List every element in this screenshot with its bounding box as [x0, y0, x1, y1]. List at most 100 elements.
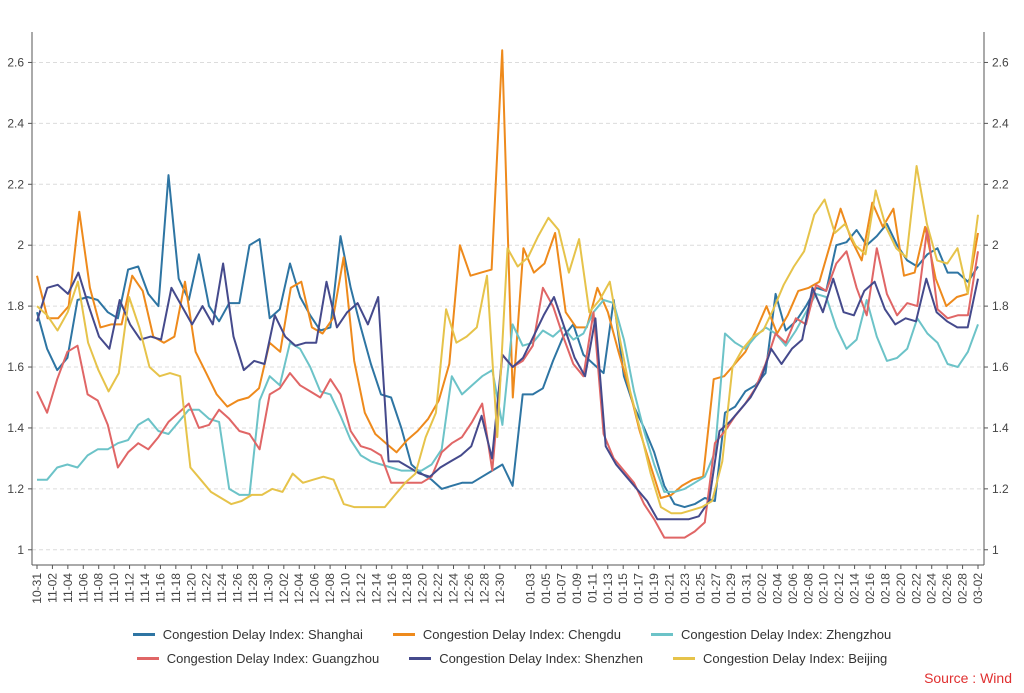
y-tick-label-left: 2.2	[7, 177, 24, 191]
y-tick-label-right: 2.4	[992, 116, 1009, 130]
y-tick-label-left: 2.6	[7, 55, 24, 69]
y-tick-label-left: 1.8	[7, 299, 24, 313]
chart-legend: Congestion Delay Index: Shanghai Congest…	[0, 622, 1024, 670]
x-tick-label: 11-28	[246, 573, 260, 603]
x-tick-label: 11-24	[215, 573, 229, 603]
x-tick-label: 11-02	[45, 573, 59, 603]
y-tick-label-right: 2	[992, 238, 999, 252]
x-tick-label: 11-04	[61, 573, 75, 603]
y-tick-label-left: 1.4	[7, 421, 24, 435]
x-tick-label: 01-13	[601, 573, 615, 604]
x-tick-label: 01-09	[570, 573, 584, 604]
x-tick-label: 12-24	[447, 573, 461, 604]
x-tick-label: 01-21	[662, 573, 676, 604]
x-tick-label: 11-12	[123, 573, 137, 603]
y-axis-left-ticks: 1 1.2 1.4 1.6 1.8 2 2.2 2.4 2.6	[7, 55, 32, 557]
legend-label-guangzhou: Congestion Delay Index: Guangzhou	[166, 650, 380, 666]
x-tick-label: 01-03	[524, 573, 538, 604]
x-tick-label: 10-31	[30, 573, 44, 604]
x-tick-label: 02-02	[755, 573, 769, 604]
legend-label-beijing: Congestion Delay Index: Beijing	[703, 650, 888, 666]
y-tick-label-right: 1.2	[992, 482, 1009, 496]
y-tick-label-left: 1	[17, 543, 24, 557]
x-tick-label: 01-17	[632, 573, 646, 604]
x-tick-label: 02-24	[925, 573, 939, 604]
x-tick-label: 02-22	[909, 573, 923, 604]
legend-swatch-guangzhou	[136, 656, 159, 660]
y-axis-right-ticks: 1 1.2 1.4 1.6 1.8 2 2.2 2.4 2.6	[984, 55, 1009, 557]
x-tick-label: 01-11	[585, 573, 599, 603]
x-tick-label: 12-22	[431, 573, 445, 604]
x-tick-label: 11-14	[138, 573, 152, 603]
x-tick-label: 12-06	[308, 573, 322, 604]
legend-item-shanghai[interactable]: Congestion Delay Index: Shanghai	[132, 627, 363, 642]
y-tick-label-right: 2.2	[992, 177, 1009, 191]
legend-label-chengdu: Congestion Delay Index: Chengdu	[422, 626, 621, 642]
legend-label-shenzhen: Congestion Delay Index: Shenzhen	[439, 650, 643, 666]
x-tick-label: 12-20	[416, 573, 430, 604]
legend-row-1: Congestion Delay Index: Shanghai Congest…	[0, 622, 1024, 646]
x-tick-label: 02-08	[801, 573, 815, 604]
x-tick-label: 11-10	[107, 573, 121, 603]
legend-item-guangzhou[interactable]: Congestion Delay Index: Guangzhou	[136, 650, 380, 666]
x-tick-label: 02-28	[956, 573, 970, 604]
x-tick-label: 02-14	[848, 573, 862, 604]
x-tick-label: 12-14	[369, 573, 383, 604]
x-tick-label: 11-22	[200, 573, 214, 603]
legend-item-chengdu[interactable]: Congestion Delay Index: Chengdu	[392, 626, 621, 642]
x-tick-label: 01-25	[693, 573, 707, 604]
x-tick-label: 01-05	[539, 573, 553, 604]
x-tick-label: 02-04	[770, 573, 784, 604]
legend-swatch-shanghai	[132, 632, 155, 636]
x-tick-label: 11-18	[169, 573, 183, 603]
x-tick-label: 12-10	[339, 573, 353, 604]
series-line-zhengzhou	[37, 292, 979, 496]
y-tick-label-left: 1.6	[7, 360, 24, 374]
y-tick-label-right: 1.4	[992, 421, 1009, 435]
series-line-chengdu	[36, 49, 979, 499]
x-tick-label: 02-10	[817, 573, 831, 604]
x-tick-label: 01-31	[740, 573, 754, 604]
x-tick-label: 02-12	[832, 573, 846, 604]
x-tick-label: 12-16	[385, 573, 399, 604]
x-tick-label: 12-12	[354, 573, 368, 604]
x-tick-label: 12-02	[277, 573, 291, 604]
legend-label-zhengzhou: Congestion Delay Index: Zhengzhou	[680, 626, 892, 642]
x-axis-ticks: 10-31 11-02 11-04 11-06 11-08 11-10 11-12 11-14…	[30, 565, 985, 604]
series-lines	[36, 49, 979, 539]
x-tick-label: 12-08	[323, 573, 337, 604]
x-tick-label: 01-19	[647, 573, 661, 604]
legend-item-shenzhen[interactable]: Congestion Delay Index: Shenzhen	[409, 651, 643, 666]
x-tick-label: 02-20	[894, 573, 908, 604]
x-tick-label: 03-02	[971, 573, 985, 604]
x-tick-label: 02-06	[786, 573, 800, 604]
legend-swatch-zhengzhou	[650, 632, 673, 636]
x-tick-label: 11-06	[76, 573, 90, 603]
x-tick-label: 01-23	[678, 573, 692, 604]
legend-swatch-beijing	[673, 656, 695, 660]
y-tick-label-right: 1	[992, 543, 999, 557]
x-tick-label: 02-18	[878, 573, 892, 604]
x-tick-label: 01-27	[709, 573, 723, 604]
legend-item-zhengzhou[interactable]: Congestion Delay Index: Zhengzhou	[650, 626, 892, 642]
line-chart: 1 1.2 1.4 1.6 1.8 2 2.2 2.4 2.6 1 1.2 1.4 1.6 1.8 2 2.…	[7, 32, 1009, 604]
y-tick-label-left: 2.4	[7, 116, 24, 130]
x-tick-label: 12-18	[400, 573, 414, 604]
source-note: Source : Wind	[924, 670, 1012, 686]
x-tick-label: 12-04	[292, 573, 306, 604]
legend-item-beijing[interactable]: Congestion Delay Index: Beijing	[673, 651, 887, 666]
x-tick-label: 01-29	[724, 573, 738, 604]
legend-swatch-chengdu	[392, 632, 415, 636]
x-tick-label: 11-30	[261, 573, 275, 603]
x-tick-label: 11-16	[153, 573, 167, 603]
x-tick-label: 02-26	[940, 573, 954, 604]
y-tick-label-right: 2.6	[992, 55, 1009, 69]
y-tick-label-right: 1.6	[992, 360, 1009, 374]
series-line-beijing	[36, 165, 979, 515]
legend-swatch-shenzhen	[409, 656, 432, 660]
x-tick-label: 01-15	[616, 573, 630, 604]
x-tick-label: 11-08	[92, 573, 106, 603]
x-tick-label: 01-07	[554, 573, 568, 604]
x-tick-label: 12-30	[493, 573, 507, 604]
x-tick-label: 11-26	[231, 573, 245, 603]
